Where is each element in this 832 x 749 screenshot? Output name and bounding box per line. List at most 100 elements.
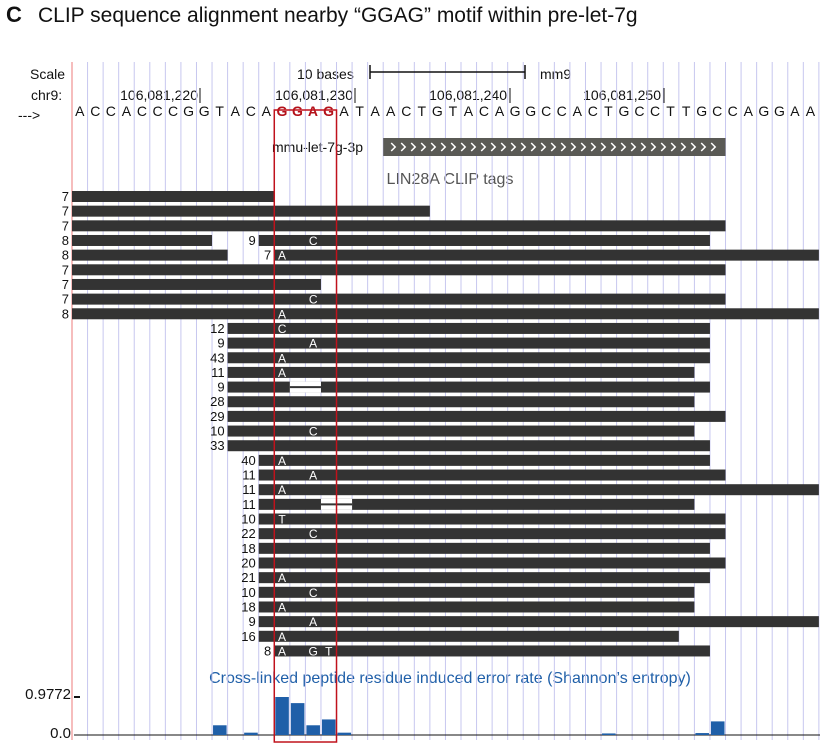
read-bar [258,586,695,598]
sequence-base: C [90,103,101,119]
error-rate-title: Cross-linked peptide residue induced err… [209,670,691,687]
read-count: 18 [241,599,255,614]
read-bar [258,454,710,466]
panel-title: CLIP sequence alignment nearby “GGAG” mo… [38,4,638,27]
strand-chevron [450,142,457,152]
strand-chevron [670,142,677,152]
sequence-base: G [773,103,785,119]
read-bar [258,498,695,510]
sequence-base: A [743,103,753,119]
mismatch-base: C [309,586,318,600]
sequence-base: C [649,103,661,119]
read-bar [72,234,213,246]
sequence-base: T [355,103,364,119]
entropy-bar [244,732,258,735]
coordinate-3: 106,081,240 [429,87,507,103]
read-bar [227,337,710,349]
sequence-base: C [152,103,163,119]
sequence-base: G [276,103,288,119]
sequence-base: T [604,103,613,119]
mismatch-base: A [309,615,317,629]
sequence-base: G [696,103,708,119]
read-bar [72,278,321,290]
read-count: 8 [62,306,69,321]
read-bar [72,249,228,261]
read-bar [72,308,819,320]
entropy-bar [321,719,336,735]
strand-chevron [650,142,657,152]
coordinate-4: 106,081,250 [583,87,661,103]
read-count: 10 [241,512,255,527]
read-bar [274,645,710,657]
read-count: 7 [62,189,69,204]
read-count: 11 [242,468,256,483]
mismatch-base: T [325,644,333,658]
sequence-base: C [401,103,412,119]
chrom-label: chr9: [31,87,63,103]
sequence-base: A [463,103,474,119]
strand-chevron [700,142,707,152]
strand-chevron [440,142,447,152]
strand-chevron [480,142,487,152]
mismatch-base: C [309,293,318,307]
mismatch-base: A [278,249,286,263]
sequence-base: A [230,103,240,119]
strand-chevron [390,142,397,152]
mismatch-base: A [278,630,286,644]
motif-highlight-box [273,109,338,743]
sequence-base: A [386,103,396,119]
entropy-bar [710,721,725,735]
strand-chevron [400,142,407,152]
read-bar [72,191,275,202]
sequence-base: A [805,103,816,119]
sequence-base: C [245,103,256,119]
read-bar [227,440,710,452]
coordinate-1: 106,081,220 [120,87,198,103]
strand-chevron [690,142,697,152]
strand-chevron [590,142,597,152]
sequence-base: C [587,103,598,119]
strand-chevron [520,142,527,152]
strand-chevron [680,142,687,152]
sequence-base: A [370,103,380,119]
mismatch-base: A [309,469,317,483]
strand-chevron [580,142,587,152]
entropy-bar [290,703,305,735]
strand-chevron [530,142,537,152]
mismatch-base: A [278,366,286,380]
read-bar [227,381,710,393]
strand-chevron [460,142,467,152]
strand-chevron [410,142,417,152]
sequence-base: C [556,103,567,119]
entropy-bar [602,733,616,735]
panel-letter: C [6,2,22,27]
sequence-base: T [417,103,427,119]
mismatch-base: C [309,425,318,439]
mismatch-base: A [309,337,317,351]
mirna-label: mmu-let-7g-3p [272,139,364,155]
entropy-bar [275,697,289,735]
strand-chevron [560,142,567,152]
read-count: 21 [241,570,255,585]
sequence-base: G [431,103,443,119]
read-bar [227,410,726,422]
sequence-base: A [572,103,582,119]
strand-chevron [420,142,427,152]
read-bar [258,528,726,540]
sequence-base: A [75,103,85,119]
read-bar [258,557,726,569]
strand-chevron [710,142,717,152]
read-count: 40 [241,453,255,468]
entropy-bar [306,725,320,735]
sequence-base: G [525,103,537,119]
read-count: 7 [62,262,69,277]
read-count: 7 [62,292,69,307]
read-count: 9 [248,614,255,629]
read-bar [258,542,710,554]
strand-chevron [550,142,557,152]
sequence-base: C [136,103,148,119]
sequence-base: G [618,103,630,119]
mismatch-base: A [278,307,286,321]
sequence-base: A [261,103,271,119]
